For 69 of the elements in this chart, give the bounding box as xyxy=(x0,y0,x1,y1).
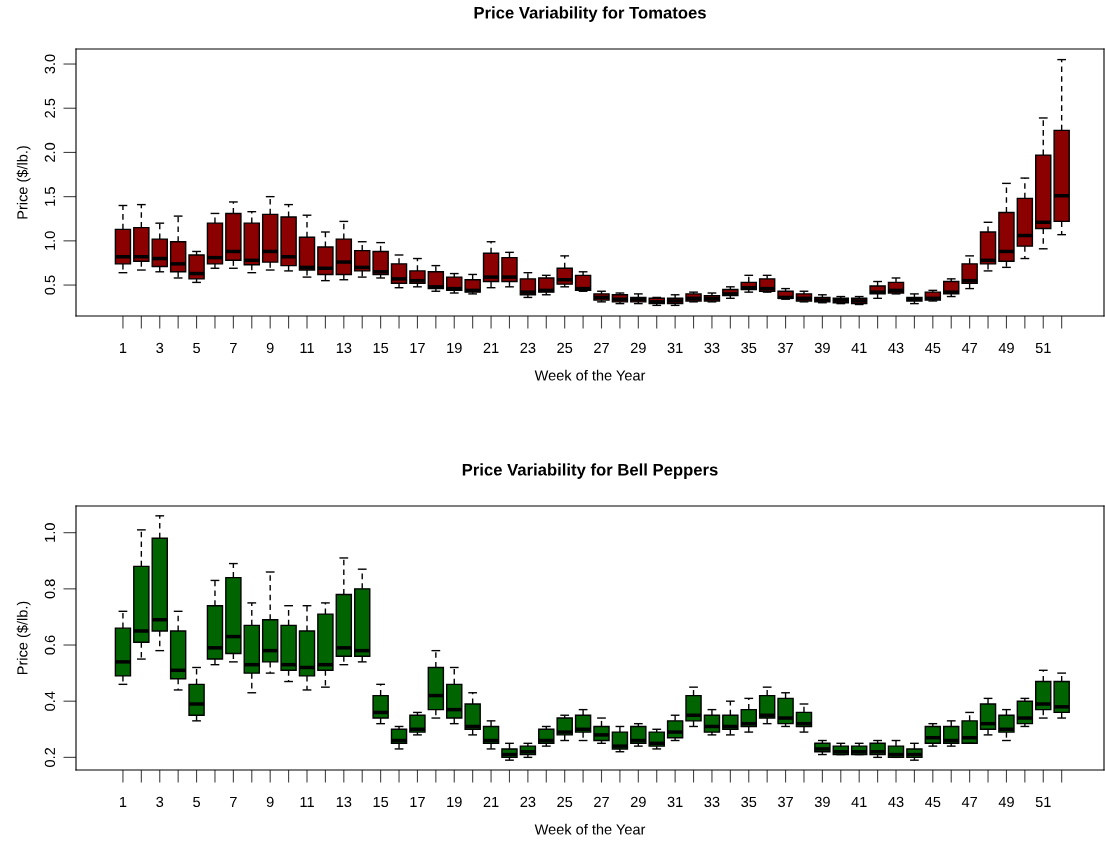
y-axis-title: Price ($/lb.) xyxy=(16,601,31,675)
x-tick-label: 5 xyxy=(193,796,201,808)
x-tick-label: 35 xyxy=(741,796,757,808)
y-tick-label: 1.0 xyxy=(44,523,56,542)
x-tick-label: 27 xyxy=(594,342,609,353)
x-tick-label: 43 xyxy=(888,342,904,354)
y-axis-title: Price ($/lb.) xyxy=(16,146,31,219)
y-tick-label: 3.0 xyxy=(44,54,56,74)
y-tick-label: 2.5 xyxy=(44,98,56,118)
x-tick-label: 41 xyxy=(851,342,867,353)
x-tick-label: 13 xyxy=(336,796,352,808)
x-tick-label: 29 xyxy=(630,342,646,354)
x-tick-label: 39 xyxy=(814,796,830,808)
x-tick-label: 29 xyxy=(630,796,646,808)
y-tick-label: 1.5 xyxy=(44,187,56,206)
x-tick-label: 19 xyxy=(447,342,462,354)
x-tick-label: 3 xyxy=(156,342,164,354)
chart-title: Price Variability for Bell Peppers xyxy=(462,463,718,479)
x-tick-label: 47 xyxy=(961,342,978,353)
y-tick-label: 0.6 xyxy=(44,635,56,655)
x-tick-label: 47 xyxy=(961,796,978,807)
x-tick-label: 9 xyxy=(266,342,274,354)
x-tick-label: 51 xyxy=(1035,796,1051,808)
x-tick-label: 17 xyxy=(410,796,425,807)
x-tick-label: 23 xyxy=(520,342,536,354)
x-tick-label: 1 xyxy=(119,796,127,807)
x-tick-label: 37 xyxy=(778,342,793,354)
x-tick-label: 25 xyxy=(557,342,573,354)
x-tick-label: 15 xyxy=(373,342,389,354)
x-tick-label: 33 xyxy=(704,342,720,354)
x-tick-label: 9 xyxy=(266,796,274,808)
x-tick-label: 31 xyxy=(667,796,683,808)
x-tick-label: 15 xyxy=(373,796,389,808)
x-tick-label: 51 xyxy=(1035,342,1051,354)
y-tick-label: 0.8 xyxy=(44,579,56,599)
y-tick-label: 0.2 xyxy=(44,747,56,767)
x-tick-label: 3 xyxy=(156,796,164,808)
x-tick-label: 45 xyxy=(925,796,941,808)
x-tick-label: 11 xyxy=(300,796,314,807)
x-axis-title: Week of the Year xyxy=(534,823,646,835)
x-tick-label: 1 xyxy=(119,342,127,353)
x-tick-label: 19 xyxy=(447,796,462,808)
x-tick-label: 41 xyxy=(851,796,867,807)
x-tick-label: 43 xyxy=(888,796,904,808)
x-tick-label: 45 xyxy=(925,342,941,354)
chart-title: Price Variability for Tomatoes xyxy=(474,6,706,22)
y-tick-label: 2.0 xyxy=(44,142,56,162)
x-tick-label: 7 xyxy=(230,342,237,353)
x-tick-label: 25 xyxy=(557,796,573,808)
x-tick-label: 7 xyxy=(230,796,237,807)
x-tick-label: 5 xyxy=(193,342,201,354)
x-tick-label: 11 xyxy=(300,342,314,353)
y-tick-label: 0.4 xyxy=(44,691,56,711)
x-tick-label: 17 xyxy=(410,342,425,353)
x-tick-label: 21 xyxy=(483,342,499,353)
y-tick-label: 1.0 xyxy=(44,231,56,250)
x-tick-label: 33 xyxy=(704,796,720,808)
x-tick-label: 31 xyxy=(667,342,683,354)
x-tick-label: 49 xyxy=(998,342,1014,354)
x-tick-label: 27 xyxy=(594,796,609,807)
x-tick-label: 13 xyxy=(336,342,352,354)
x-tick-label: 35 xyxy=(741,342,757,354)
x-axis-title: Week of the Year xyxy=(534,369,646,381)
x-tick-label: 49 xyxy=(998,796,1014,808)
x-tick-label: 23 xyxy=(520,796,536,808)
x-tick-label: 37 xyxy=(778,796,793,808)
x-tick-label: 21 xyxy=(483,796,499,807)
y-tick-label: 0.5 xyxy=(44,275,56,295)
x-tick-label: 39 xyxy=(814,342,830,354)
